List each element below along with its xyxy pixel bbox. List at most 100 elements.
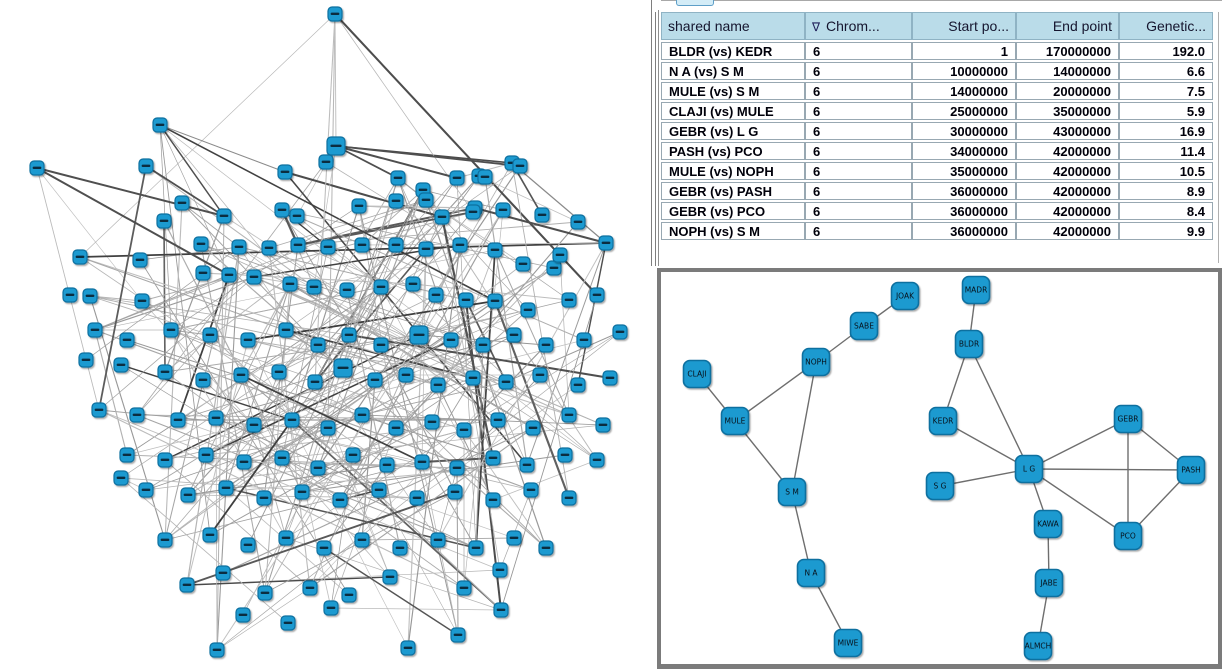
network-node[interactable] [373,279,389,295]
node-shape[interactable] [925,471,955,501]
network-node[interactable] [485,492,501,508]
network-node[interactable] [240,332,256,348]
network-node[interactable] [261,240,277,256]
network-node[interactable] [525,420,541,436]
network-node-noph[interactable]: NOPH [801,347,831,377]
table-row[interactable]: NOPH (vs) S M 6 36000000 42000000 9.9 [661,222,1213,240]
network-node-almch[interactable]: ALMCH [1023,631,1053,661]
network-node-kedr[interactable]: KEDR [928,406,958,436]
network-node[interactable] [409,325,429,345]
network-node[interactable] [78,352,94,368]
network-node[interactable] [523,482,539,498]
table-cell[interactable]: 6 [805,82,912,100]
table-cell[interactable]: 5.9 [1119,102,1213,120]
table-cell[interactable]: 192.0 [1119,42,1213,60]
filter-icon[interactable]: ∇ [812,20,821,34]
network-node[interactable] [193,236,209,252]
network-node[interactable] [354,237,370,253]
table-cell[interactable]: 42000000 [1016,202,1119,220]
network-node[interactable] [477,169,493,185]
network-node[interactable] [428,287,444,303]
network-node-sm[interactable]: S M [777,477,807,507]
network-node[interactable] [326,136,346,156]
network-node[interactable] [506,530,522,546]
network-node-jabe[interactable]: JABE [1034,568,1064,598]
table-row[interactable]: GEBR (vs) PASH 6 36000000 42000000 8.9 [661,182,1213,200]
network-node[interactable] [557,447,573,463]
network-node[interactable] [277,164,293,180]
table-cell[interactable]: 14000000 [1016,62,1119,80]
network-node[interactable] [306,279,322,295]
network-node[interactable] [498,374,514,390]
network-node[interactable] [373,337,389,353]
network-node[interactable] [561,490,577,506]
table-cell[interactable]: 1 [912,42,1016,60]
table-cell[interactable]: 42000000 [1016,142,1119,160]
network-node[interactable] [424,414,440,430]
network-node[interactable] [475,337,491,353]
table-row[interactable]: GEBR (vs) L G 6 30000000 43000000 16.9 [661,122,1213,140]
network-node[interactable] [371,482,387,498]
network-node[interactable] [318,154,334,170]
network-node[interactable] [29,160,45,176]
table-cell[interactable]: 10.5 [1119,162,1213,180]
network-node[interactable] [576,332,592,348]
network-node[interactable] [198,447,214,463]
network-node[interactable] [434,209,450,225]
table-cell[interactable]: 42000000 [1016,222,1119,240]
network-node[interactable] [152,117,168,133]
network-node[interactable] [310,337,326,353]
network-node[interactable] [138,158,154,174]
network-node[interactable] [113,357,129,373]
network-node[interactable] [398,367,414,383]
network-node[interactable] [134,293,150,309]
network-node[interactable] [157,364,173,380]
network-node[interactable] [345,447,361,463]
network-node[interactable] [87,322,103,338]
network-node-pash[interactable]: PASH [1176,455,1206,485]
table-cell[interactable]: 25000000 [912,102,1016,120]
table-cell[interactable]: 6 [805,182,912,200]
network-node[interactable] [570,377,586,393]
table-cell[interactable]: 30000000 [912,122,1016,140]
network-node[interactable] [132,252,148,268]
network-node[interactable] [538,540,554,556]
table-cell[interactable]: GEBR (vs) L G [661,122,805,140]
network-node[interactable] [218,480,234,496]
table-cell[interactable]: 6 [805,222,912,240]
network-node-miwe[interactable]: MIWE [833,628,863,658]
network-node[interactable] [208,410,224,426]
network-node[interactable] [215,565,231,581]
node-shape[interactable] [833,628,863,658]
network-node-lg[interactable]: L G [1014,454,1044,484]
network-node[interactable] [546,260,562,276]
network-node[interactable] [290,237,306,253]
table-row[interactable]: PASH (vs) PCO 6 34000000 42000000 11.4 [661,142,1213,160]
network-node[interactable] [233,367,249,383]
network-node[interactable] [400,640,416,656]
column-header-start-po-[interactable]: Start po... [912,12,1016,40]
network-node[interactable] [414,454,430,470]
network-node[interactable] [195,265,211,281]
node-shape[interactable] [801,347,831,377]
network-node[interactable] [405,276,421,292]
network-node[interactable] [468,540,484,556]
network-node-mule[interactable]: MULE [720,406,750,436]
network-node[interactable] [487,242,503,258]
column-header-chrom-[interactable]: ∇ Chrom... [805,12,912,40]
network-node[interactable] [221,267,237,283]
network-node[interactable] [506,327,522,343]
table-row[interactable]: N A (vs) S M 6 10000000 14000000 6.6 [661,62,1213,80]
network-node[interactable] [447,484,463,500]
network-node[interactable] [129,407,145,423]
table-cell[interactable]: 6 [805,142,912,160]
network-node[interactable] [512,158,528,174]
node-shape[interactable] [954,329,984,359]
network-node[interactable] [280,615,296,631]
network-node[interactable] [180,487,196,503]
network-node[interactable] [256,490,272,506]
network-node[interactable] [382,569,398,585]
network-node-claji[interactable]: CLAJI [682,359,712,389]
network-node[interactable] [156,213,172,229]
network-node[interactable] [174,195,190,211]
